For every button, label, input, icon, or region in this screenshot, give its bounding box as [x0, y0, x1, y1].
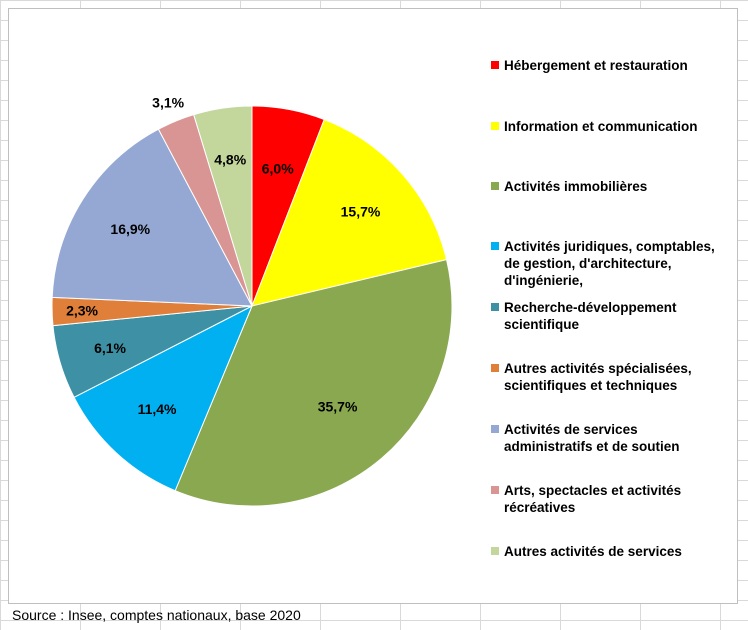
- slice-value-label: 6,1%: [94, 340, 126, 356]
- slice-value-label: 11,4%: [138, 401, 177, 417]
- legend-item: Information et communication: [491, 118, 741, 135]
- pie-slice-4[interactable]: [73, 304, 253, 492]
- legend-swatch: [491, 122, 499, 130]
- legend-swatch: [491, 61, 499, 69]
- legend-swatch: [491, 364, 499, 372]
- legend-item: Autres activités de services: [491, 543, 741, 560]
- slice-value-label: 2,3%: [66, 303, 98, 319]
- chart-area[interactable]: 6,0% 15,7% 35,7% 11,4% 6,1% 2,3% 16,9% 3,1% 4,8%…: [8, 8, 738, 604]
- legend-swatch: [491, 242, 499, 250]
- legend-item: Recherche-développement scientifique: [491, 299, 741, 333]
- legend-label: Hébergement et restauration: [504, 58, 688, 73]
- source-note: Source : Insee, comptes nationaux, base …: [12, 607, 301, 623]
- legend-item: Autres activités spécialisées, scientifiq…: [491, 360, 741, 394]
- legend-label: Autres activités de services: [504, 544, 682, 559]
- legend-item: Activités immobilières: [491, 178, 741, 195]
- pie-chart: 6,0% 15,7% 35,7% 11,4% 6,1% 2,3% 16,9% 3,1% 4,8%: [51, 95, 453, 507]
- legend-label: Activités de services administratifs et d…: [504, 422, 680, 454]
- legend-label: Autres activités spécialisées, scientifiq…: [504, 361, 692, 393]
- legend-item: Hébergement et restauration: [491, 57, 741, 74]
- legend-item: Activités juridiques, comptables, de gest…: [491, 238, 741, 289]
- legend-swatch: [491, 182, 499, 190]
- slice-value-label: 35,7%: [318, 399, 358, 415]
- pie-slice-3[interactable]: [174, 259, 453, 507]
- pie-slice-7[interactable]: [51, 128, 253, 307]
- slice-value-label: 16,9%: [110, 221, 150, 237]
- legend-label: Arts, spectacles et activités récréatives: [504, 483, 682, 515]
- pie-value-labels: 6,0% 15,7% 35,7% 11,4% 6,1% 2,3% 16,9% 3,1% 4,8%: [66, 95, 381, 417]
- slice-value-label: 3,1%: [152, 95, 184, 111]
- legend-label: Activités juridiques, comptables, de gest…: [504, 239, 715, 288]
- legend-swatch: [491, 486, 499, 494]
- legend-item: Arts, spectacles et activités récréatives: [491, 482, 741, 516]
- pie-slices: [51, 105, 453, 507]
- pie-slice-9[interactable]: [193, 105, 253, 307]
- legend-label: Information et communication: [504, 119, 698, 134]
- legend-swatch: [491, 547, 499, 555]
- legend-item: Activités de services administratifs et d…: [491, 421, 741, 455]
- legend-swatch: [491, 303, 499, 311]
- slice-value-label: 4,8%: [214, 152, 246, 168]
- legend-label: Activités immobilières: [504, 179, 648, 194]
- legend-label: Recherche-développement scientifique: [504, 300, 677, 332]
- slice-value-label: 6,0%: [262, 160, 294, 176]
- slice-value-label: 15,7%: [341, 203, 381, 219]
- legend-swatch: [491, 425, 499, 433]
- pie-slice-2[interactable]: [251, 118, 448, 307]
